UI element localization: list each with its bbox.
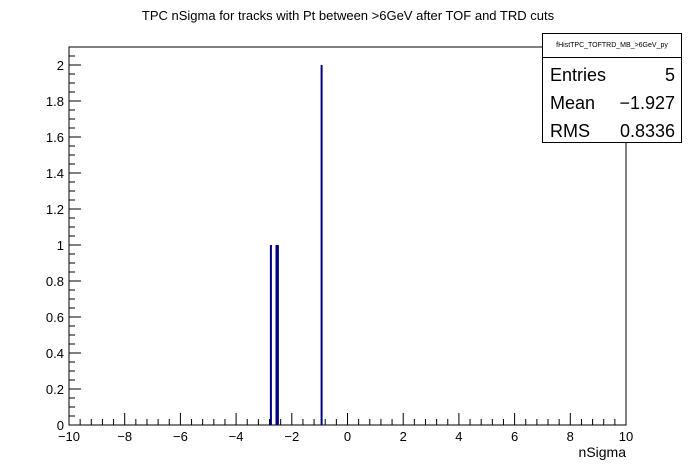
y-tick-label: 0.2 — [46, 382, 64, 397]
x-tick-label: 6 — [511, 429, 518, 444]
stats-row-entries: Entries 5 — [550, 61, 675, 89]
mean-label: Mean — [550, 93, 596, 113]
y-axis: 0 0.2 0.4 0.6 0.8 1 1.2 1.4 1.6 1.8 2 — [46, 46, 81, 433]
y-tick-label: 0.8 — [46, 274, 64, 289]
y-tick-label: 0.6 — [46, 310, 64, 325]
x-tick-label: 2 — [400, 429, 407, 444]
y-tick-label: 1.8 — [46, 94, 64, 109]
y-tick-label: 0.4 — [46, 346, 64, 361]
x-tick-label: −6 — [173, 429, 188, 444]
y-tick-label: 0 — [57, 418, 64, 433]
entries-label: Entries — [550, 65, 607, 85]
stats-box-title: fHistTPC_TOFTRD_MB_>6GeV_py — [543, 34, 681, 58]
x-tick-label: 10 — [619, 429, 633, 444]
x-tick-label: −10 — [58, 429, 80, 444]
x-tick-label: 4 — [455, 429, 462, 444]
histogram-bar — [320, 65, 323, 425]
y-tick-label: 1.4 — [46, 166, 64, 181]
mean-value: −1.927 — [619, 93, 675, 113]
x-axis-label: nSigma — [579, 444, 627, 460]
chart-title: TPC nSigma for tracks with Pt between >6… — [142, 8, 555, 23]
histogram-bar — [275, 245, 278, 425]
rms-label: RMS — [550, 121, 590, 141]
histogram-bars — [269, 65, 323, 425]
x-tick-label: −8 — [117, 429, 132, 444]
histogram-bar — [276, 245, 279, 425]
stats-row-mean: Mean −1.927 — [550, 89, 675, 117]
stats-row-rms: RMS 0.8336 — [550, 117, 675, 145]
entries-value: 5 — [664, 65, 675, 85]
x-tick-label: −2 — [284, 429, 299, 444]
x-tick-label: −4 — [229, 429, 244, 444]
y-tick-label: 1.2 — [46, 202, 64, 217]
stats-box: fHistTPC_TOFTRD_MB_>6GeV_py Entries 5 Me… — [542, 33, 682, 143]
rms-value: 0.8336 — [619, 121, 675, 141]
y-tick-label: 2 — [57, 58, 64, 73]
x-tick-label: 0 — [344, 429, 351, 444]
y-tick-label: 1.6 — [46, 130, 64, 145]
histogram-bar — [269, 245, 272, 425]
x-tick-label: 8 — [567, 429, 574, 444]
x-axis: −10 −8 −6 −4 −2 0 2 4 6 8 10 — [58, 413, 633, 444]
y-tick-label: 1 — [57, 238, 64, 253]
